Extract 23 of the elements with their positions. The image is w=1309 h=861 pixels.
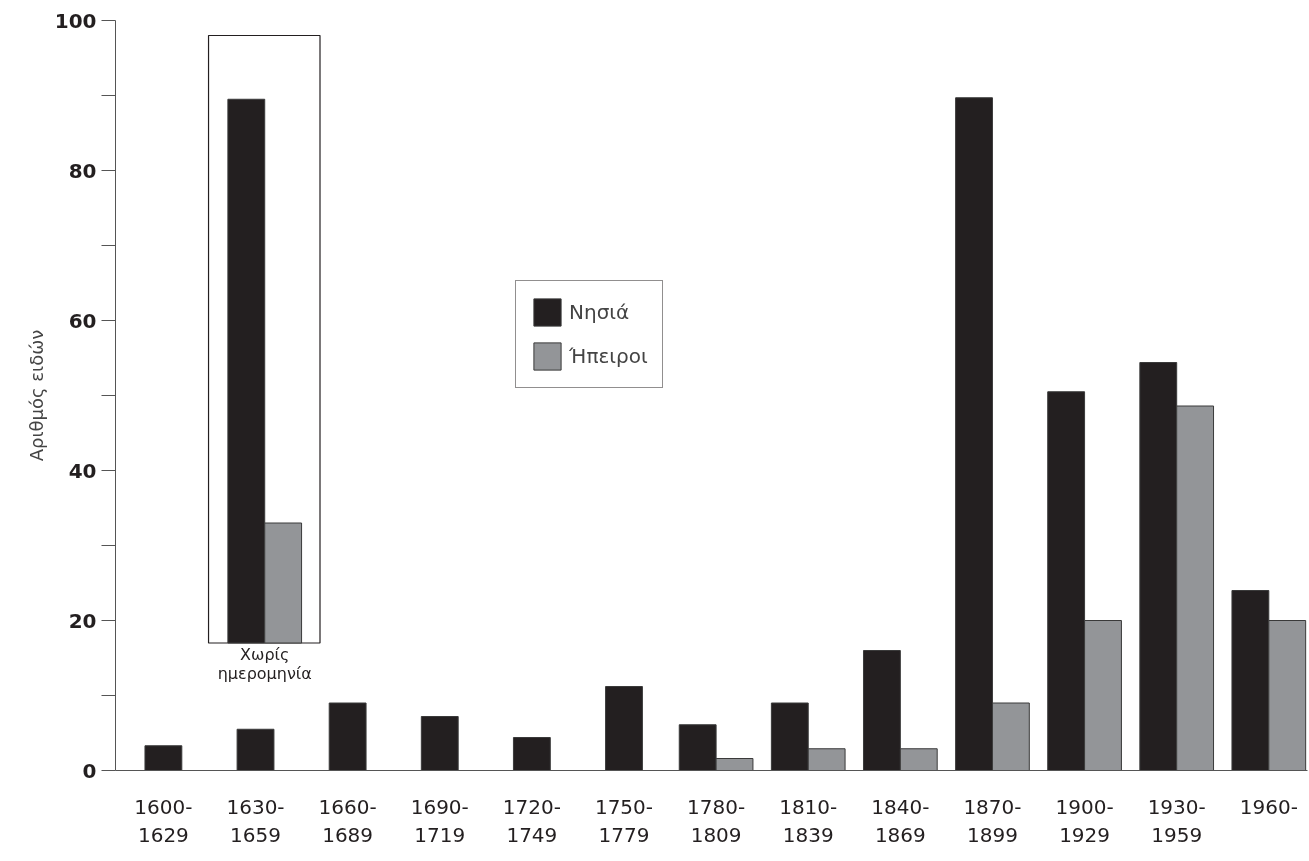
x-tick-label: 1900-1929 — [1055, 794, 1114, 848]
x-tick-label: 1810-1839 — [779, 794, 838, 848]
x-tick-label: 1720-1749 — [502, 794, 561, 848]
y-tick-label: 100 — [54, 8, 97, 33]
x-tick-label: 1660-1689 — [318, 794, 377, 848]
legend-label: Ήπειροι — [569, 344, 648, 368]
y-tick-label: 0 — [82, 758, 97, 783]
x-tick-label: 1780-1809 — [687, 794, 746, 848]
x-tick-label: 1960- — [1239, 794, 1298, 819]
x-tick-label: 1930-1959 — [1147, 794, 1206, 848]
x-tick-label: Χωρίς ημερομηνία — [217, 645, 312, 683]
y-tick-label: 60 — [68, 308, 97, 333]
x-tick-label: 1600-1629 — [134, 794, 193, 848]
x-tick-label: 1870-1899 — [963, 794, 1022, 848]
x-tick-label: 1750-1779 — [594, 794, 654, 848]
x-tick-label: 1630-1659 — [226, 794, 285, 848]
x-tick-label: 1690-1719 — [410, 794, 469, 848]
y-tick-label: 20 — [68, 608, 97, 633]
y-axis-title: Αριθμός ειδών — [25, 329, 47, 462]
x-tick-label: 1840-1869 — [871, 794, 930, 848]
legend-label: Νησιά — [569, 300, 630, 324]
y-tick-label: 80 — [68, 158, 97, 183]
y-tick-label: 40 — [68, 458, 97, 483]
